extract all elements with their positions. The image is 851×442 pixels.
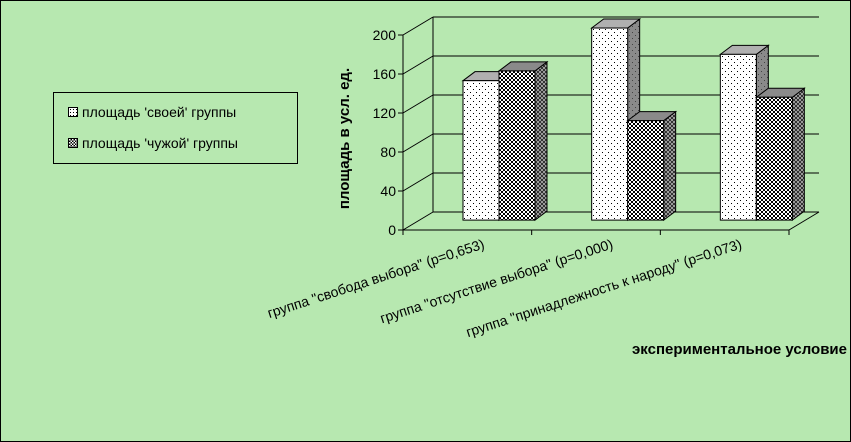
- gridline-depth: [402, 133, 434, 153]
- bar-side: [663, 110, 677, 222]
- gridline-depth: [402, 55, 434, 75]
- bar-front: [591, 27, 629, 221]
- bar: [626, 110, 678, 222]
- y-tick-label: 80: [380, 144, 396, 160]
- x-axis-title: экспериментальное условие: [632, 341, 847, 358]
- y-tick-label: 0: [388, 222, 396, 238]
- y-tick-label: 160: [373, 66, 397, 82]
- bar-front: [627, 120, 665, 221]
- bar-front: [719, 53, 757, 221]
- bar: [754, 87, 806, 222]
- legend-label-other: площадь 'чужой' группы: [82, 135, 238, 151]
- legend-item-other: площадь 'чужой' группы: [68, 135, 238, 151]
- y-tick-label: 120: [373, 105, 397, 121]
- legend: площадь 'своей' группы площадь 'чужой' г…: [53, 92, 298, 164]
- floor-right-edge: [788, 211, 820, 231]
- gridline-depth: [402, 172, 434, 192]
- bar-front: [498, 70, 536, 221]
- x-category-label: группа "свобода выбора" (p=0,653): [265, 236, 486, 321]
- bar-side: [791, 87, 805, 222]
- bar: [590, 18, 642, 222]
- gridline-depth: [402, 94, 434, 114]
- legend-swatch-own: [68, 107, 78, 117]
- bar: [497, 60, 549, 222]
- y-tick-label: 40: [380, 183, 396, 199]
- bar-side: [534, 60, 548, 222]
- gridline-depth: [402, 211, 434, 231]
- legend-label-own: площадь 'своей' группы: [82, 104, 237, 120]
- y-axis-title: площадь в усл. ед.: [336, 68, 353, 209]
- y-tick-label: 200: [373, 27, 397, 43]
- bar-front: [462, 80, 500, 221]
- legend-swatch-other: [68, 138, 78, 148]
- x-category-label: группа "отсутствие выбора" (p=0,000): [378, 236, 615, 327]
- legend-item-own: площадь 'своей' группы: [68, 104, 236, 120]
- bar-front: [755, 96, 793, 221]
- gridline-depth: [402, 16, 434, 36]
